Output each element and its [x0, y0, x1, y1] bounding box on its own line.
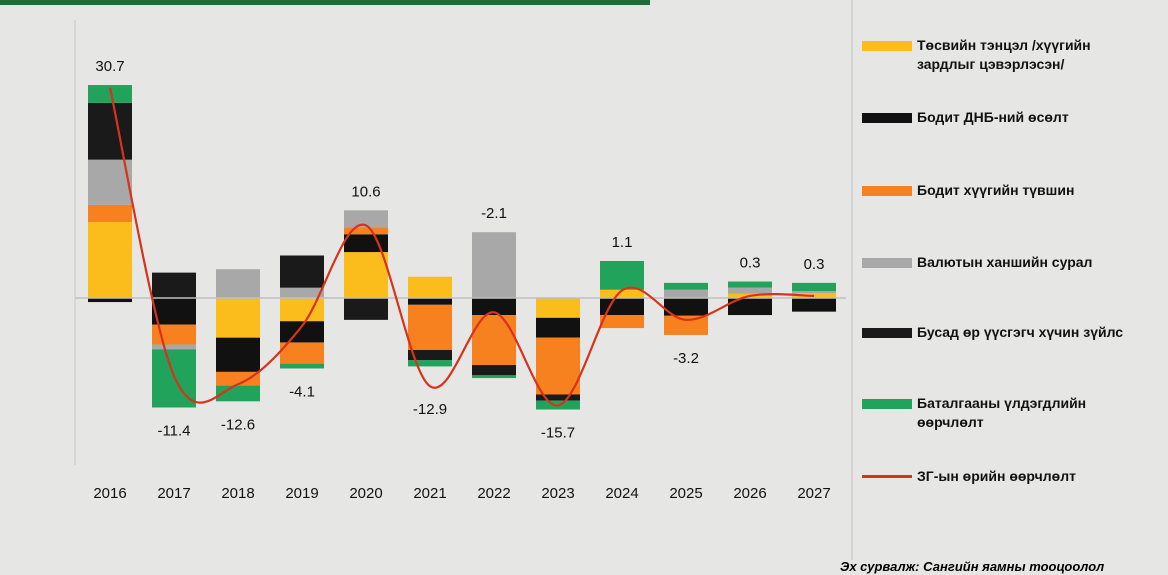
- x-tick-label: 2021: [413, 485, 446, 502]
- bar-segment: [280, 255, 324, 288]
- x-tick-label: 2025: [669, 485, 702, 502]
- line-series: [108, 87, 815, 407]
- bar-segment: [344, 297, 388, 320]
- data-label: 0.3: [740, 254, 761, 271]
- legend-swatch: [862, 41, 912, 51]
- legend-item: Бодит ДНБ-ний өсөлт: [862, 108, 1152, 127]
- legend-label: Бусад өр үүсгэгч хүчин зүйлс: [917, 324, 1124, 340]
- data-label: 30.7: [95, 58, 124, 75]
- bar-segment: [152, 272, 196, 298]
- bar-segment: [536, 317, 580, 338]
- x-tick-label: 2019: [285, 485, 318, 502]
- bar-segment: [344, 210, 388, 228]
- bar-segment: [280, 287, 324, 298]
- legend-swatch: [862, 258, 912, 268]
- legend-label: ЗГ-ын өрийн өөрчлөлт: [917, 468, 1076, 484]
- legend-label: Төсвийн тэнцэл /хүүгийн зардлыг цэвэрлэс…: [917, 37, 1091, 72]
- data-label: -3.2: [673, 350, 699, 367]
- x-tick-label: 2016: [93, 485, 126, 502]
- bar-segment: [280, 297, 324, 322]
- bar-segment: [88, 204, 132, 222]
- bar-segment: [88, 85, 132, 103]
- bar-segment: [600, 260, 644, 290]
- data-label: -12.9: [413, 401, 447, 418]
- x-tick-label: 2024: [605, 485, 638, 502]
- legend-item: Валютын ханшийн сурал: [862, 253, 1152, 272]
- source-note: Эх сурвалж: Сангийн яамны тооцоолол: [840, 559, 1105, 574]
- x-tick-label: 2022: [477, 485, 510, 502]
- x-tick-label: 2017: [157, 485, 190, 502]
- bar-segment: [216, 269, 260, 298]
- legend-label: Бодит ДНБ-ний өсөлт: [917, 109, 1069, 125]
- bar-segment: [280, 342, 324, 364]
- legend-swatch: [862, 186, 912, 196]
- bar-segment: [472, 375, 516, 379]
- bar-segment: [408, 304, 452, 350]
- legend-swatch: [862, 113, 912, 123]
- bar-segment: [472, 297, 516, 316]
- data-label: -15.7: [541, 425, 575, 442]
- legend-label: Бодит хүүгийн түвшин: [917, 182, 1075, 198]
- data-label: -12.6: [221, 416, 255, 433]
- bar-segment: [280, 321, 324, 343]
- x-tick-label: 2020: [349, 485, 382, 502]
- x-tick-label: 2027: [797, 485, 830, 502]
- data-label: -4.1: [289, 383, 315, 400]
- legend-item: Бусад өр үүсгэгч хүчин зүйлс: [862, 323, 1152, 342]
- bar-segment: [728, 297, 772, 316]
- x-tick-label: 2023: [541, 485, 574, 502]
- bar-segment: [536, 297, 580, 318]
- legend-label: Баталгааны үлдэгдлийн өөрчлөлт: [917, 395, 1087, 430]
- bar-segment: [664, 282, 708, 290]
- bar-segment: [408, 360, 452, 367]
- bar-segment: [216, 337, 260, 372]
- bar-segment: [664, 289, 708, 298]
- legend-item: ЗГ-ын өрийн өөрчлөлт: [862, 467, 1152, 486]
- bar-segment: [344, 252, 388, 298]
- bar-segment: [536, 394, 580, 401]
- legend-line: [862, 475, 912, 478]
- bar-segment: [88, 297, 132, 303]
- bar-segment: [664, 297, 708, 316]
- data-label: -2.1: [481, 205, 507, 222]
- bar-segment: [472, 232, 516, 298]
- data-label: 0.3: [804, 256, 825, 273]
- bar-segment: [536, 337, 580, 395]
- bar-segment: [408, 297, 452, 305]
- bar-segment: [600, 289, 644, 298]
- bar-segment: [88, 102, 132, 160]
- x-tick-label: 2018: [221, 485, 254, 502]
- header-bar: [0, 0, 650, 5]
- bar-segment: [152, 297, 196, 325]
- bar-segment: [600, 315, 644, 329]
- bar-segment: [216, 297, 260, 338]
- bar-segment: [792, 282, 836, 292]
- bar-segment: [472, 365, 516, 376]
- bar-segment: [792, 297, 836, 312]
- bar-segment: [664, 315, 708, 335]
- legend-item: Баталгааны үлдэгдлийн өөрчлөлт: [862, 394, 1152, 432]
- legend-swatch: [862, 328, 912, 338]
- bar-segment: [88, 221, 132, 298]
- data-label: -11.4: [157, 422, 190, 439]
- bar-segment: [344, 227, 388, 235]
- bar-segment: [280, 363, 324, 369]
- bar-segment: [408, 349, 452, 361]
- legend: Төсвийн тэнцэл /хүүгийн зардлыг цэвэрлэс…: [862, 0, 1162, 520]
- legend-item: Бодит хүүгийн түвшин: [862, 181, 1152, 200]
- bar-segment: [728, 287, 772, 294]
- bar-segment: [792, 291, 836, 294]
- data-label: 1.1: [612, 234, 633, 251]
- legend-item: Төсвийн тэнцэл /хүүгийн зардлыг цэвэрлэс…: [862, 36, 1152, 74]
- bar-segment: [152, 344, 196, 350]
- bar-segment: [728, 281, 772, 288]
- legend-swatch: [862, 399, 912, 409]
- data-label: 10.6: [351, 183, 380, 200]
- bar-segment: [408, 276, 452, 298]
- bar-segment: [216, 371, 260, 386]
- legend-label: Валютын ханшийн сурал: [917, 254, 1093, 270]
- x-tick-label: 2026: [733, 485, 766, 502]
